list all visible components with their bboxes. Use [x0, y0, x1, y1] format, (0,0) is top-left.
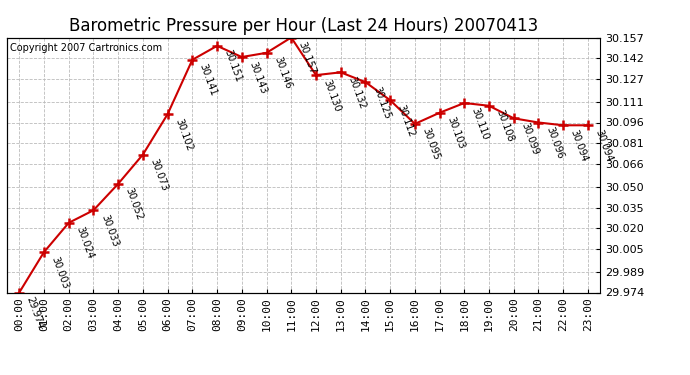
Text: 30.094: 30.094: [593, 128, 614, 163]
Text: 30.095: 30.095: [420, 127, 442, 162]
Text: 30.103: 30.103: [445, 116, 466, 150]
Text: 30.099: 30.099: [520, 121, 540, 156]
Text: 30.108: 30.108: [495, 108, 515, 144]
Text: Copyright 2007 Cartronics.com: Copyright 2007 Cartronics.com: [10, 43, 162, 52]
Text: 30.143: 30.143: [247, 60, 268, 95]
Text: 30.073: 30.073: [148, 158, 169, 192]
Text: 30.052: 30.052: [124, 187, 145, 222]
Text: 30.096: 30.096: [544, 125, 565, 160]
Text: 30.033: 30.033: [99, 213, 120, 248]
Text: 30.141: 30.141: [198, 63, 219, 98]
Text: 30.125: 30.125: [371, 85, 392, 120]
Text: 30.003: 30.003: [50, 255, 70, 290]
Text: 30.130: 30.130: [322, 78, 342, 113]
Text: 30.132: 30.132: [346, 75, 367, 110]
Text: 30.102: 30.102: [173, 117, 194, 152]
Text: 30.024: 30.024: [75, 226, 95, 261]
Title: Barometric Pressure per Hour (Last 24 Hours) 20070413: Barometric Pressure per Hour (Last 24 Ho…: [69, 16, 538, 34]
Text: 30.094: 30.094: [569, 128, 590, 163]
Text: 30.157: 30.157: [297, 40, 318, 75]
Text: 30.146: 30.146: [272, 56, 293, 91]
Text: 29.974: 29.974: [25, 295, 46, 330]
Text: 30.151: 30.151: [223, 49, 244, 84]
Text: 30.110: 30.110: [470, 106, 491, 141]
Text: 30.112: 30.112: [395, 103, 417, 138]
